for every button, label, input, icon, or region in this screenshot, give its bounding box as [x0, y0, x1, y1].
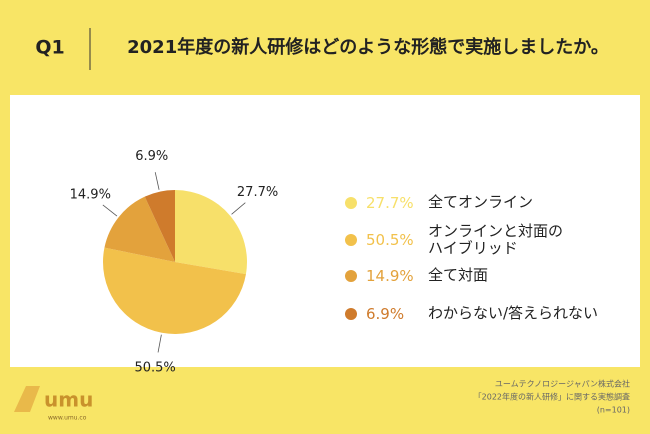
legend-value: 6.9% — [366, 305, 405, 323]
legend-label: わからない/答えられない — [428, 304, 599, 322]
legend-value: 50.5% — [366, 231, 414, 249]
source: (n=101) — [597, 406, 630, 415]
question-number: Q1 — [35, 37, 64, 59]
leader-line — [157, 334, 162, 353]
pie-slice — [144, 190, 175, 262]
logo-url: www.umu.co — [48, 415, 87, 422]
data-label: 50.5% — [134, 361, 175, 376]
legend-value: 27.7% — [366, 194, 414, 212]
question-title: 2021年度の新人研修はどのような形態で実施しましたか。 — [127, 36, 609, 58]
data-label: 27.7% — [237, 185, 278, 200]
leader-line — [231, 202, 246, 215]
legend-label: オンラインと対面の ハイブリッド — [428, 222, 564, 257]
data-label: 14.9% — [70, 188, 111, 203]
logo: umu — [44, 388, 93, 412]
legend-marker — [345, 197, 357, 209]
legend-label: 全て対面 — [428, 266, 489, 284]
pie-slice — [102, 247, 246, 335]
legend-marker — [345, 234, 357, 246]
source: ユームテクノロジージャパン株式会社 — [495, 379, 630, 389]
logo-mark — [14, 386, 40, 412]
leader-line — [154, 172, 160, 190]
leader-line — [102, 204, 118, 217]
legend-marker — [345, 308, 357, 320]
legend-label: 全てオンライン — [428, 193, 534, 211]
legend-marker — [345, 270, 357, 282]
pie-slice — [175, 190, 248, 275]
data-label: 6.9% — [135, 149, 168, 164]
legend-value: 14.9% — [366, 267, 414, 285]
source: 「2022年度の新人研修」に関する実態調査 — [474, 392, 630, 402]
pie-slice — [104, 196, 175, 262]
